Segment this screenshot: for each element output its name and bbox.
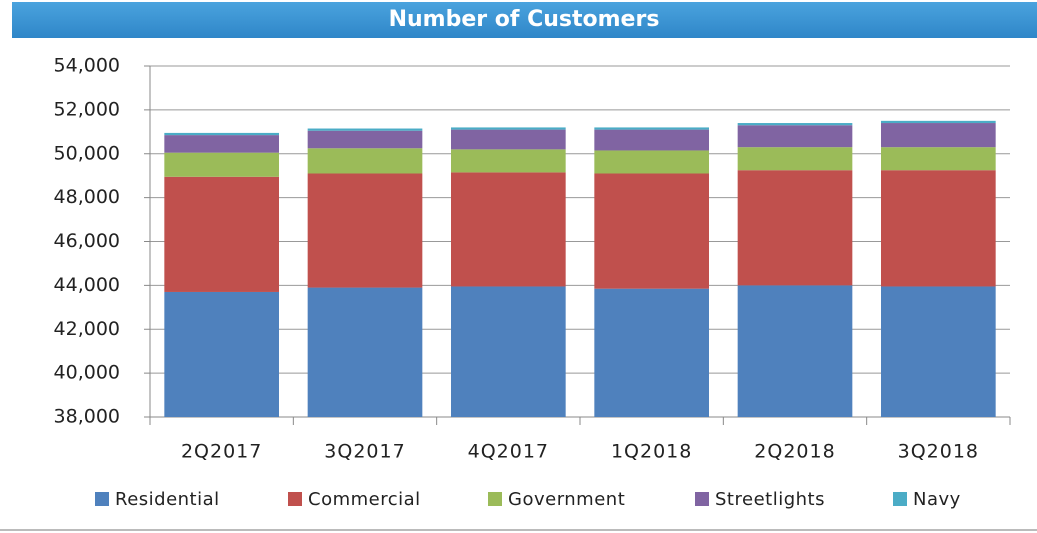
legend-swatch [893, 492, 907, 506]
bar-segment [737, 125, 853, 148]
legend-label: Navy [913, 489, 961, 510]
bar-segment [307, 148, 423, 174]
bar-segment [594, 173, 709, 289]
x-tick-label: 1Q2018 [611, 441, 692, 463]
bar-segment [451, 286, 566, 417]
bar-segment [164, 132, 279, 136]
x-tick-label: 3Q2018 [898, 441, 979, 463]
bar-segment [307, 173, 423, 288]
bar-segment [737, 123, 853, 126]
bar-segment [164, 135, 279, 153]
legend-swatch [95, 492, 109, 506]
legend-label: Residential [115, 489, 220, 510]
y-tick-label: 42,000 [54, 318, 120, 340]
bar-segment [881, 170, 996, 287]
chart-title: Number of Customers [389, 7, 660, 32]
bar-segment [307, 130, 423, 149]
x-tick-label: 4Q2017 [468, 441, 549, 463]
bar-segment [594, 129, 709, 151]
y-tick-label: 44,000 [54, 274, 120, 296]
bar-segment [307, 128, 423, 131]
bar-segment [451, 127, 566, 130]
x-tick-label: 3Q2017 [324, 441, 405, 463]
bar-segment [881, 286, 996, 417]
bar-segment [451, 172, 566, 287]
bar-segment [594, 127, 709, 130]
title-banner [12, 2, 1037, 38]
bar-segment [164, 152, 279, 177]
bar-segment [594, 150, 709, 174]
y-tick-label: 50,000 [54, 142, 120, 164]
legend-label: Commercial [308, 489, 421, 510]
bar-segment [881, 120, 996, 124]
legend-label: Streetlights [715, 489, 825, 510]
y-tick-label: 52,000 [54, 98, 120, 120]
y-tick-label: 38,000 [54, 406, 120, 428]
legend-swatch [288, 492, 302, 506]
y-tick-label: 46,000 [54, 230, 120, 252]
legend-swatch [695, 492, 709, 506]
bar-segment [307, 287, 423, 417]
x-tick-label: 2Q2018 [754, 441, 835, 463]
bar-segment [594, 288, 709, 417]
legend-label: Government [508, 489, 625, 510]
bar-segment [451, 149, 566, 173]
bar-segment [164, 176, 279, 292]
bar-segment [737, 170, 853, 286]
x-tick-label: 2Q2017 [181, 441, 262, 463]
bar-segment [451, 129, 566, 150]
y-tick-label: 48,000 [54, 186, 120, 208]
bar-segment [737, 285, 853, 417]
bar-segment [164, 291, 279, 417]
bar-segment [881, 147, 996, 171]
y-tick-label: 54,000 [54, 55, 120, 77]
bar-segment [737, 147, 853, 171]
legend-swatch [488, 492, 502, 506]
bar-segment [881, 123, 996, 148]
y-tick-label: 40,000 [54, 362, 120, 384]
